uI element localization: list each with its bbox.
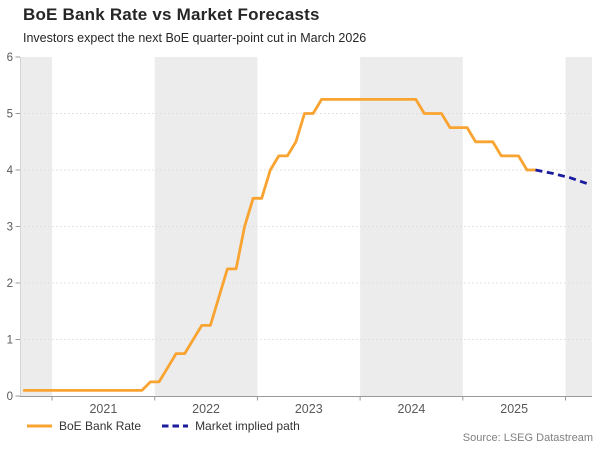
year-shading-band	[154, 57, 258, 396]
x-axis-label: 2024	[398, 402, 426, 416]
legend-label: BoE Bank Rate	[59, 419, 142, 433]
x-axis-label: 2025	[500, 402, 528, 416]
chart-title: BoE Bank Rate vs Market Forecasts	[23, 5, 320, 24]
y-axis-label: 3	[7, 222, 13, 234]
y-axis-label: 6	[7, 52, 13, 64]
x-axis-label: 2023	[295, 402, 323, 416]
x-axis-label: 2021	[89, 402, 117, 416]
year-shading-band	[360, 57, 463, 396]
series-boe-bank-rate	[22, 98, 537, 392]
legend-item-boe-bank-rate: BoE Bank Rate	[26, 419, 141, 433]
year-shading-band	[565, 57, 592, 396]
chart-subtitle: Investors expect the next BoE quarter-po…	[23, 31, 367, 45]
y-axis-label: 4	[7, 165, 14, 177]
y-axis-label: 5	[7, 109, 13, 121]
y-axis-label: 0	[7, 391, 13, 403]
chart-legend: BoE Bank Rate Market implied path	[26, 419, 300, 433]
y-axis-label: 2	[7, 278, 13, 290]
x-axis-label: 2022	[192, 402, 220, 416]
source-attribution: Source: LSEG Datastream	[462, 432, 593, 444]
solid-line-swatch-icon	[27, 424, 52, 428]
legend-label: Market implied path	[195, 419, 300, 433]
dashed-line-swatch-icon	[162, 424, 189, 428]
legend-item-market-implied-path: Market implied path	[161, 419, 300, 433]
y-axis-label: 1	[7, 335, 13, 347]
series-market-implied-path	[535, 168, 591, 187]
